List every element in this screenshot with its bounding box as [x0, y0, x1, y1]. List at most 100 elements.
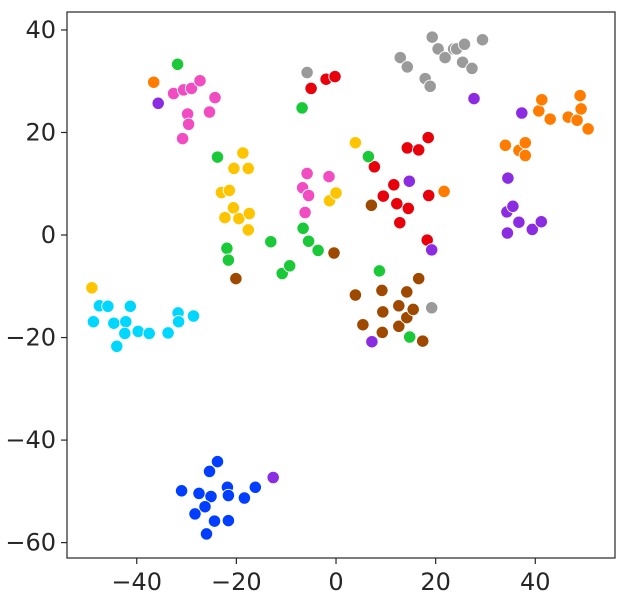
data-point-0-4 [438, 50, 452, 65]
data-point-6-11 [534, 215, 548, 229]
data-point-1-5 [518, 136, 532, 150]
y-tick-label: −40 [5, 426, 56, 454]
ticks-layer: −40 −20 0 20 40 40 20 0 −20 −40 −60 [5, 16, 550, 596]
data-point-4-4 [222, 183, 237, 198]
data-point-7-6 [376, 305, 390, 319]
data-point-2-12 [422, 188, 436, 203]
data-point-4-11 [329, 186, 343, 200]
data-point-2-6 [390, 197, 404, 211]
data-point-6-8 [512, 215, 526, 229]
data-point-7-10 [400, 285, 414, 299]
data-point-5-13 [403, 330, 417, 344]
data-point-0-14 [300, 65, 314, 80]
data-point-7-1 [327, 246, 341, 260]
data-point-1-0 [147, 75, 161, 89]
data-point-7-0 [229, 271, 243, 286]
x-tick-label: −20 [211, 568, 262, 596]
data-point-5-5 [221, 253, 236, 267]
data-point-1-6 [518, 148, 532, 163]
data-point-7-5 [375, 283, 389, 298]
data-point-1-2 [437, 184, 451, 199]
data-point-6-2 [515, 106, 529, 120]
y-tick-label: 20 [25, 118, 56, 146]
data-point-5-10 [301, 234, 316, 248]
data-point-9-5 [192, 486, 206, 501]
data-point-9-10 [188, 507, 202, 521]
data-point-9-6 [204, 489, 218, 504]
data-point-9-0 [210, 454, 225, 469]
data-point-0-9 [465, 61, 479, 76]
data-point-6-9 [500, 226, 515, 240]
data-point-0-10 [475, 33, 490, 47]
data-point-8-13 [110, 339, 124, 353]
data-point-1-11 [570, 113, 584, 127]
data-point-3-2 [184, 81, 199, 96]
data-point-3-4 [208, 90, 222, 105]
data-point-8-4 [119, 315, 133, 329]
data-point-9-9 [198, 500, 212, 514]
data-point-5-0 [170, 57, 185, 71]
data-point-0-1 [400, 60, 414, 74]
y-tick-label: 0 [41, 221, 56, 249]
data-point-4-8 [242, 206, 256, 221]
data-point-5-11 [311, 243, 325, 258]
y-tick-label: −20 [5, 324, 56, 352]
data-point-0-13 [425, 301, 439, 315]
data-point-4-13 [85, 281, 99, 295]
data-point-9-7 [221, 488, 236, 503]
data-point-9-4 [174, 484, 189, 498]
data-point-8-7 [131, 324, 145, 339]
data-point-5-3 [361, 149, 376, 164]
data-point-1-7 [532, 104, 546, 118]
data-point-0-12 [423, 79, 437, 93]
data-point-7-3 [348, 288, 363, 302]
data-point-4-5 [226, 201, 241, 215]
data-point-3-5 [202, 105, 217, 119]
y-tick-label: −60 [5, 529, 56, 557]
data-point-6-5 [501, 171, 515, 185]
data-point-7-7 [375, 325, 389, 340]
data-point-9-11 [207, 514, 222, 528]
data-point-5-1 [295, 101, 309, 115]
data-point-2-8 [400, 141, 414, 155]
data-point-4-6 [218, 210, 232, 225]
data-point-5-4 [220, 241, 234, 255]
data-point-7-8 [392, 299, 406, 313]
data-point-0-2 [425, 30, 439, 44]
data-point-9-1 [202, 464, 217, 479]
data-point-2-11 [421, 130, 435, 145]
data-point-8-2 [101, 299, 115, 313]
data-point-6-13 [266, 470, 280, 485]
data-point-6-12 [365, 335, 379, 349]
data-point-3-8 [175, 131, 190, 146]
data-point-2-2 [328, 69, 342, 84]
data-point-0-0 [393, 50, 407, 65]
data-point-1-14 [581, 122, 595, 136]
data-point-5-8 [283, 259, 297, 273]
data-point-9-12 [221, 513, 236, 528]
data-point-3-3 [193, 74, 207, 88]
data-point-6-10 [525, 222, 539, 237]
data-point-9-13 [199, 527, 214, 541]
data-point-7-9 [392, 319, 406, 333]
data-point-4-9 [241, 223, 255, 237]
data-point-8-0 [86, 315, 101, 329]
x-tick-label: −40 [111, 568, 162, 596]
data-point-2-4 [376, 189, 390, 203]
data-point-1-12 [573, 88, 587, 103]
data-point-2-7 [393, 216, 407, 230]
data-point-2-0 [304, 81, 318, 96]
data-point-6-4 [425, 243, 439, 257]
data-point-5-12 [372, 264, 387, 278]
data-point-7-4 [356, 318, 370, 332]
data-point-6-1 [467, 91, 481, 106]
data-point-1-8 [535, 93, 549, 107]
data-point-5-2 [210, 150, 225, 164]
data-point-2-10 [412, 143, 426, 157]
plot-frame [66, 11, 616, 559]
data-point-7-12 [406, 302, 420, 317]
data-point-9-8 [237, 491, 252, 505]
x-tick-label: 20 [420, 568, 451, 596]
